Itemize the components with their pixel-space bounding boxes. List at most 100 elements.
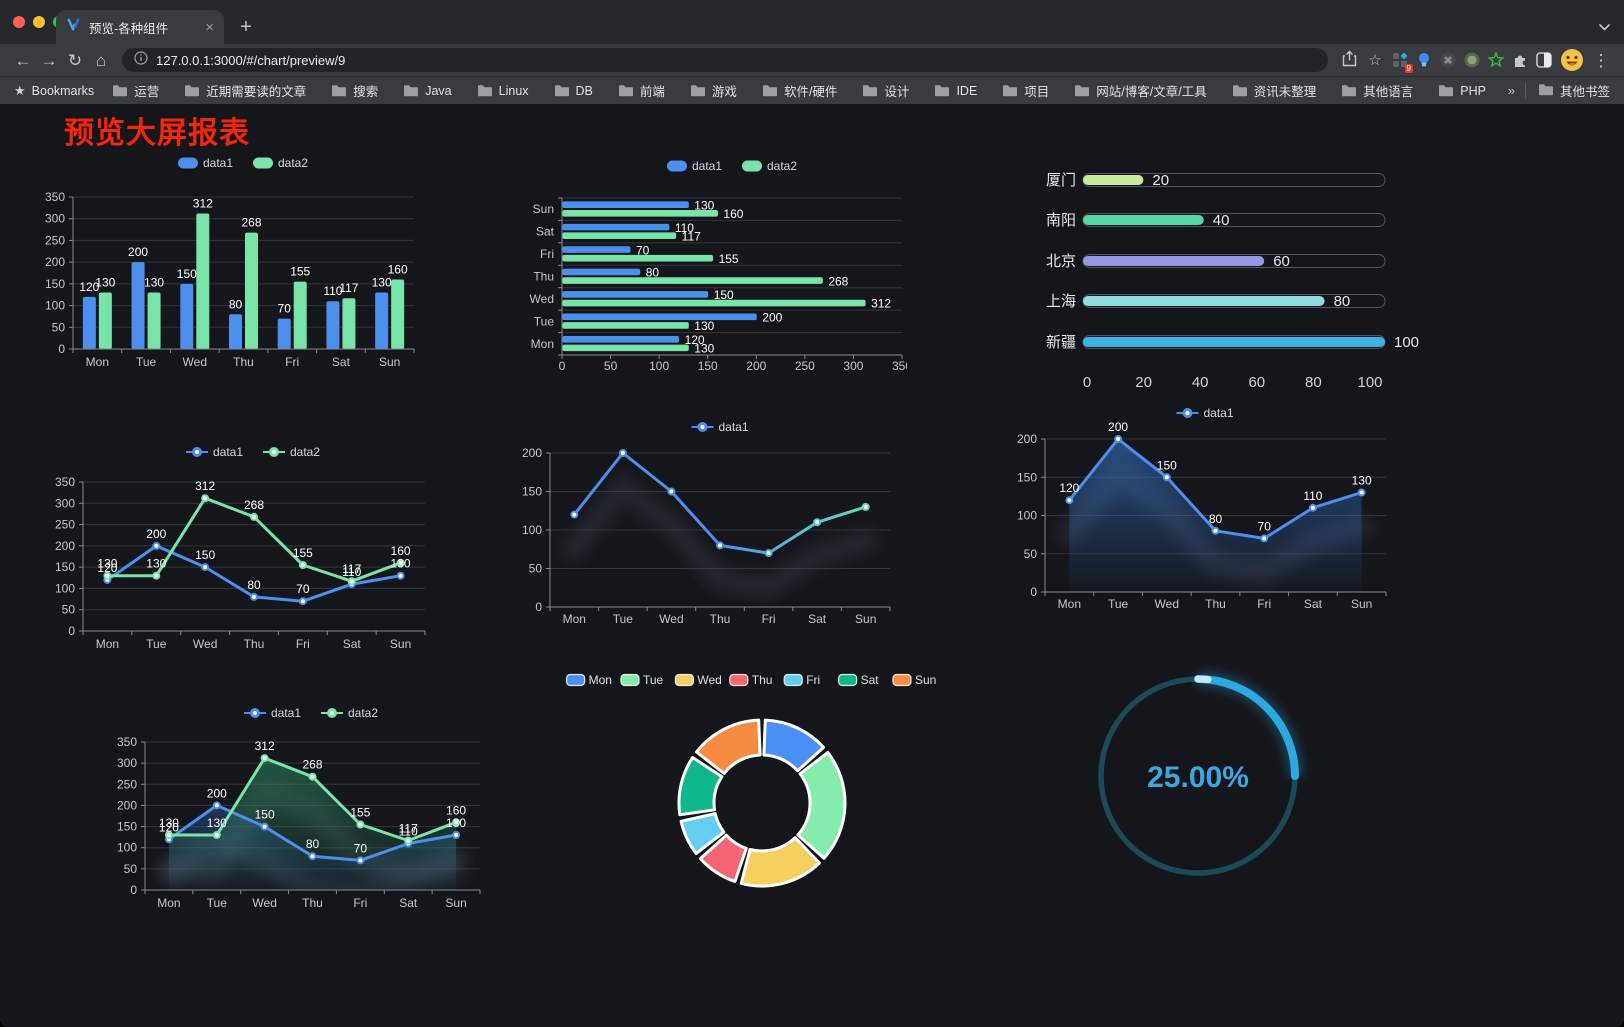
svg-text:120: 120 — [159, 820, 179, 834]
svg-text:Tue: Tue — [613, 612, 634, 626]
svg-text:117: 117 — [399, 822, 418, 836]
svg-text:110: 110 — [399, 824, 418, 838]
svg-text:Wed: Wed — [530, 292, 554, 306]
svg-text:80: 80 — [229, 297, 243, 311]
svg-text:data1: data1 — [213, 445, 243, 459]
bookmark-folder[interactable]: DB — [554, 84, 593, 98]
back-button[interactable]: ← — [14, 50, 32, 70]
svg-text:Sun: Sun — [379, 355, 400, 369]
address-bar[interactable]: 127.0.0.1:3000/#/chart/preview/9 — [122, 48, 1328, 72]
bookmark-folder[interactable]: 网站/博客/文章/工具 — [1074, 81, 1207, 100]
svg-text:150: 150 — [55, 560, 75, 574]
extension-grid-icon[interactable]: 9 — [1388, 48, 1413, 73]
chart-line-area-two[interactable]: 0 50 100 150 200 250 300 350 120 200 150 80 70 110 130… — [100, 704, 495, 964]
bookmark-folder[interactable]: 近期需要读的文章 — [184, 81, 306, 100]
svg-text:200: 200 — [522, 446, 542, 460]
svg-text:0: 0 — [58, 342, 65, 356]
bookmark-folder[interactable]: 运营 — [112, 81, 159, 100]
extension-command-icon[interactable]: ⌘ — [1436, 48, 1460, 72]
bookmark-folder[interactable]: 游戏 — [690, 81, 737, 100]
bookmark-folder[interactable]: 前端 — [618, 81, 665, 100]
svg-text:Thu: Thu — [752, 673, 773, 687]
new-tab-button[interactable]: + — [240, 16, 252, 38]
profile-avatar[interactable] — [1560, 48, 1584, 72]
svg-text:80: 80 — [1334, 293, 1351, 310]
chart-donut[interactable]: Mon Tue Wed Thu Fri Sat Sun — [555, 664, 975, 914]
svg-text:130: 130 — [372, 276, 392, 290]
share-icon[interactable] — [1336, 50, 1362, 70]
bookmark-folder[interactable]: Linux — [477, 84, 529, 98]
svg-text:155: 155 — [719, 252, 739, 266]
svg-text:150: 150 — [45, 277, 65, 291]
svg-text:Sat: Sat — [861, 673, 880, 687]
bookmark-star-icon[interactable]: ☆ — [1368, 51, 1382, 69]
svg-text:20: 20 — [1152, 172, 1169, 189]
svg-text:Fri: Fri — [806, 673, 820, 687]
svg-text:70: 70 — [1258, 519, 1272, 533]
svg-text:Mon: Mon — [531, 337, 554, 351]
chart-capsule-progress[interactable]: 厦门 20 南阳 40 北京 60 上海 80 新疆 100 0 20 40 60 80 100 — [990, 150, 1424, 400]
svg-text:80: 80 — [1209, 512, 1223, 526]
chart-line-gradient[interactable]: 0 50 100 150 200 Mon Tue Wed Thu Fri Sat Sun data1 — [495, 395, 899, 637]
extensions-puzzle-icon[interactable] — [1508, 48, 1532, 72]
svg-text:Sun: Sun — [533, 202, 554, 216]
svg-text:130: 130 — [1352, 474, 1372, 488]
browser-tab[interactable]: 预览-各种组件 × — [56, 10, 224, 44]
bookmark-folder[interactable]: PHP — [1438, 84, 1486, 98]
svg-text:130: 130 — [207, 816, 227, 830]
svg-text:130: 130 — [146, 557, 166, 571]
other-bookmarks-folder[interactable]: 其他书签 — [1538, 81, 1610, 100]
svg-text:312: 312 — [193, 197, 213, 211]
forward-button[interactable]: → — [40, 50, 58, 70]
svg-text:50: 50 — [124, 862, 138, 876]
chart-horizontal-bar[interactable]: Sun 130 160 Sat 110 117 Fri 70 155 Thu 80 268 Wed 150… — [503, 148, 913, 380]
svg-text:130: 130 — [446, 816, 466, 830]
extension-dot-icon[interactable] — [1460, 48, 1484, 72]
svg-text:117: 117 — [339, 281, 358, 295]
url-text: 127.0.0.1:3000/#/chart/preview/9 — [156, 52, 346, 68]
svg-text:0: 0 — [535, 600, 542, 614]
bookmark-folder[interactable]: 软件/硬件 — [762, 81, 837, 100]
bookmark-folder[interactable]: 设计 — [862, 81, 909, 100]
site-info-icon[interactable] — [134, 50, 148, 70]
svg-text:200: 200 — [45, 255, 65, 269]
bookmark-folder[interactable]: 搜索 — [331, 81, 378, 100]
svg-text:Mon: Mon — [96, 637, 119, 651]
tabstrip-chevron-icon[interactable] — [1599, 18, 1610, 36]
svg-text:268: 268 — [244, 498, 264, 512]
svg-text:120: 120 — [79, 280, 99, 294]
svg-text:130: 130 — [694, 198, 714, 212]
svg-text:25.00%: 25.00% — [1147, 761, 1249, 794]
bookmarks-label[interactable]: Bookmarks — [31, 83, 95, 98]
tab-close-icon[interactable]: × — [205, 18, 214, 36]
svg-text:Mon: Mon — [589, 673, 612, 687]
window-close-button[interactable] — [13, 16, 25, 28]
menu-dots-icon[interactable]: ⋮ — [1592, 50, 1610, 70]
reload-button[interactable]: ↻ — [67, 50, 83, 70]
extension-star-icon[interactable] — [1484, 48, 1508, 72]
svg-text:60: 60 — [1273, 253, 1290, 270]
home-button[interactable]: ⌂ — [95, 50, 107, 70]
svg-text:Thu: Thu — [233, 355, 254, 369]
svg-text:Fri: Fri — [540, 247, 554, 261]
chart-gauge[interactable]: 25.00% — [1096, 657, 1316, 892]
bookmarks-overflow-chevron[interactable]: » — [1507, 83, 1515, 98]
svg-text:Wed: Wed — [1155, 597, 1179, 611]
chart-line-area[interactable]: 0 50 100 150 200 120 200 150 80 70 110 130 Mon Tue Wed… — [975, 382, 1395, 624]
bookmark-folder[interactable]: 其他语言 — [1341, 81, 1413, 100]
chart-grouped-bar[interactable]: 0 50 100 150 200 250 300 350 120 200 150 80 70 110 130… — [40, 148, 432, 376]
chart-line-two-series[interactable]: 0 50 100 150 200 250 300 350 120 200 150 80 70 110 130… — [45, 444, 435, 664]
extension-lamp-icon[interactable] — [1412, 48, 1436, 72]
svg-text:150: 150 — [117, 820, 137, 834]
svg-text:130: 130 — [95, 276, 115, 290]
svg-text:Sat: Sat — [399, 896, 418, 910]
bookmark-folder[interactable]: 资讯未整理 — [1232, 81, 1316, 100]
bookmark-folder[interactable]: IDE — [934, 84, 977, 98]
svg-text:350: 350 — [117, 735, 137, 749]
extension-halftone-icon[interactable] — [1532, 48, 1556, 72]
bookmark-folder[interactable]: Java — [403, 84, 452, 98]
window-minimize-button[interactable] — [33, 16, 45, 28]
svg-text:130: 130 — [391, 557, 411, 571]
svg-text:0: 0 — [1030, 585, 1037, 599]
bookmark-folder[interactable]: 项目 — [1002, 81, 1049, 100]
